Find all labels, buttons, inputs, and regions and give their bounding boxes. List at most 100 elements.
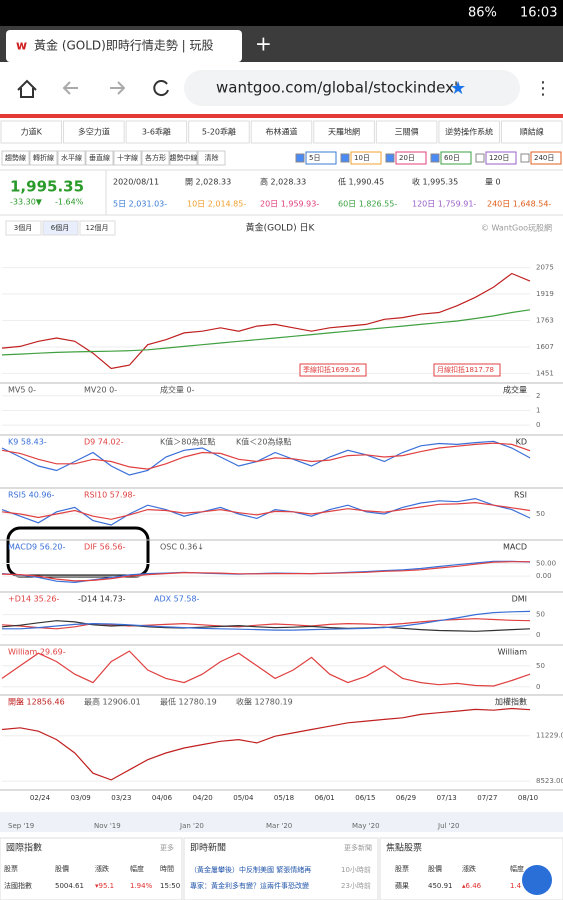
range-button[interactable] — [79, 220, 116, 236]
y-tick-label: 50.00 — [536, 559, 556, 567]
panel-label: MV20 0- — [84, 386, 117, 395]
ma-checkbox[interactable] — [295, 153, 305, 163]
accent-line — [0, 114, 563, 118]
x-tick-label: 05/18 — [274, 794, 294, 802]
range-button[interactable] — [5, 220, 42, 236]
y-tick-label: 0 — [536, 631, 540, 639]
x-tick-label: 06/01 — [315, 794, 335, 802]
tab-button[interactable] — [500, 120, 563, 144]
indicator-line — [1, 440, 531, 476]
intl-header: 幅度 — [130, 864, 144, 873]
tab-label: 多空力道 — [78, 127, 110, 137]
tab-button[interactable] — [313, 120, 375, 144]
tab[interactable] — [6, 30, 242, 62]
tool-button[interactable] — [141, 150, 170, 166]
tool-button[interactable] — [197, 150, 226, 166]
bookmark[interactable]: ★ — [450, 78, 466, 99]
y-tick-label: 50 — [536, 662, 545, 670]
x-tick-label: 04/06 — [152, 794, 173, 802]
tool-button[interactable] — [85, 150, 114, 166]
tool-label: 水平線 — [61, 153, 82, 162]
news-title: 即時新聞 — [190, 842, 226, 854]
reload[interactable] — [153, 80, 169, 97]
news-item[interactable]: （黃金屢攀後）中反制美國 緊張情緒再 — [190, 865, 311, 874]
ma-checkbox[interactable] — [385, 153, 395, 163]
tool-label: 轉折線 — [33, 153, 54, 162]
tab-button[interactable] — [63, 120, 125, 144]
news-panel — [183, 837, 379, 900]
new-tab[interactable]: + — [255, 32, 272, 56]
ma-label: 240日 — [534, 154, 554, 162]
news-time: 10小時前 — [341, 865, 371, 874]
panel-tag: William — [498, 648, 528, 657]
navigator-label: Jul '20 — [437, 822, 460, 830]
focus-header: 幅度 — [510, 864, 524, 873]
ma-checkbox[interactable] — [430, 153, 440, 163]
intl-header: 時間 — [160, 865, 174, 873]
ma-checkbox[interactable] — [340, 153, 350, 163]
range-button[interactable] — [42, 220, 79, 236]
tab-button[interactable] — [125, 120, 188, 144]
tab-title: 黃金 (GOLD)即時行情走勢 | 玩股 — [34, 38, 214, 53]
intl-panel — [0, 837, 183, 900]
tab-button[interactable] — [188, 120, 250, 144]
back[interactable] — [62, 81, 78, 95]
credit: © WantGoo玩股網 — [481, 223, 552, 233]
y-tick-label: 1607 — [536, 343, 554, 351]
high: 高 2,028.33 — [260, 177, 306, 187]
tool-label: 趨勢中線 — [170, 153, 198, 162]
intl-header: 股票 — [4, 865, 18, 873]
tool-label: 趨勢線 — [5, 153, 26, 162]
chat-button[interactable] — [522, 865, 552, 895]
intl-cell: 5004.61 — [55, 882, 84, 890]
tool-button[interactable] — [57, 150, 86, 166]
tool-button[interactable] — [29, 150, 58, 166]
intl-cell: 1.94% — [130, 882, 153, 890]
news-item[interactable]: 專家：黃金利多有變？這兩件事恐改變 — [190, 881, 309, 890]
tool-button[interactable] — [1, 150, 30, 166]
favicon: w — [16, 39, 27, 53]
x-tick-label: 07/27 — [477, 794, 497, 802]
tab-button[interactable] — [0, 120, 63, 144]
tab-label: 天羅地網 — [328, 127, 360, 137]
focus-cell: 蘋果 — [395, 881, 409, 890]
forward[interactable] — [110, 81, 126, 95]
range-label: 6個月 — [51, 223, 69, 232]
panel-tag: 成交量 — [503, 385, 527, 395]
tool-button[interactable] — [113, 150, 142, 166]
x-tick-label: 03/23 — [111, 794, 131, 802]
y-tick-label: 0.00 — [536, 572, 552, 580]
ma-box — [305, 151, 337, 165]
x-tick-label: 07/13 — [437, 794, 457, 802]
tab-button[interactable] — [375, 120, 438, 144]
tool-button[interactable] — [169, 150, 198, 166]
y-tick-label: 11229.00 — [536, 732, 563, 740]
tab-label: 5-20乖離 — [202, 127, 236, 137]
tab-button[interactable] — [250, 120, 313, 144]
menu[interactable]: ⋮ — [534, 78, 552, 99]
focus-title: 焦點股票 — [386, 842, 422, 854]
annotation: 季線扣抵1699.26 — [303, 365, 360, 374]
tab-label: 布林通道 — [266, 127, 298, 137]
tab-label: 三關價 — [395, 128, 419, 137]
ma-label: 10日 — [354, 154, 370, 162]
url-bar[interactable] — [184, 70, 520, 106]
date: 2020/08/11 — [113, 178, 159, 187]
home[interactable] — [17, 79, 37, 98]
ma-checkbox[interactable] — [520, 153, 530, 163]
tab-button[interactable] — [438, 120, 500, 144]
navigator-label: Sep '19 — [8, 822, 34, 830]
hand-drawn-circle — [6, 526, 150, 578]
x-tick-label: 06/29 — [396, 794, 416, 802]
ma-checkbox[interactable] — [475, 153, 485, 163]
intl-cell: ▾95.1 — [95, 882, 114, 890]
intl-cell: 15:50 — [160, 882, 180, 890]
panel-label: 成交量 0- — [160, 385, 195, 395]
tab-label: 力道K — [21, 127, 43, 137]
y-tick-label: 1763 — [536, 316, 554, 324]
panel-label: K9 58.43- — [8, 438, 47, 447]
panel-label: 最高 12906.01 — [84, 697, 141, 707]
indicator-line — [1, 501, 531, 520]
x-tick-label: 08/10 — [518, 794, 538, 802]
